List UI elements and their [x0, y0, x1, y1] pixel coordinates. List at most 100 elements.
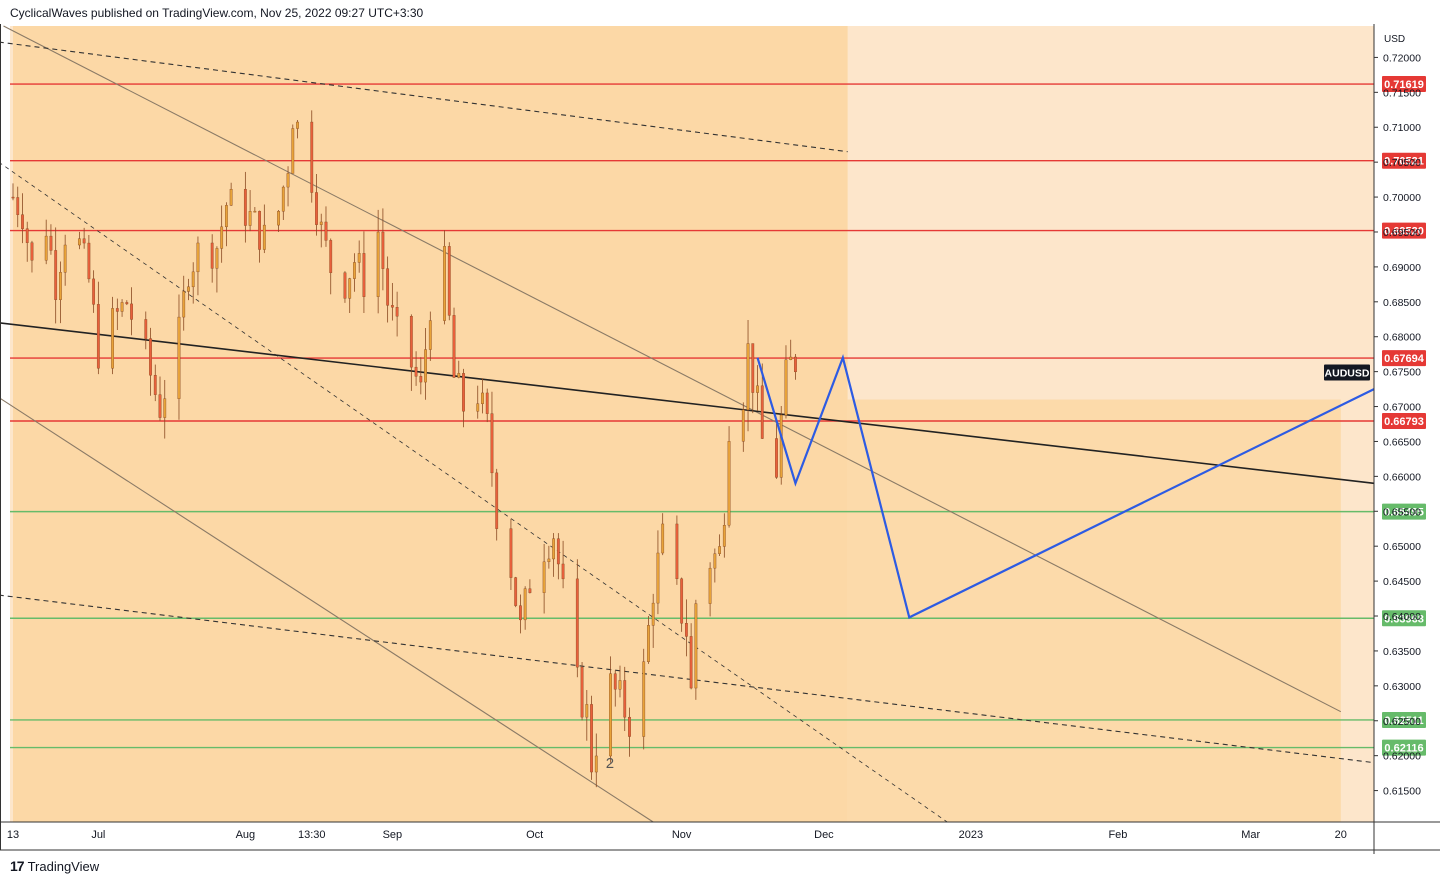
candle-body: [243, 188, 247, 226]
candle-body: [727, 441, 731, 526]
candle-body: [556, 538, 560, 565]
price-tick-label: 0.70000: [1383, 192, 1421, 204]
time-tick-label: Dec: [814, 829, 834, 841]
candle-body: [210, 242, 214, 269]
price-tag-label: 0.69520: [1384, 226, 1424, 238]
candle-body: [177, 316, 181, 399]
candle-body: [163, 398, 167, 418]
candle-body: [329, 240, 333, 273]
candle-body: [552, 538, 556, 560]
candle-body: [590, 704, 593, 773]
candle-body: [390, 305, 394, 308]
tradingview-logo[interactable]: 17: [10, 858, 25, 874]
price-tag-label: 0.71619: [1384, 79, 1424, 91]
price-tag-0.71619: [1382, 76, 1426, 93]
candle-body: [286, 173, 290, 188]
candle-body: [547, 558, 551, 563]
symbol-tag: [1324, 364, 1370, 381]
candle-body: [443, 246, 446, 321]
candle-body: [424, 349, 427, 383]
price-tag-label: 0.70521: [1384, 156, 1424, 168]
currency-label: USD: [1384, 34, 1405, 45]
price-tick-label: 0.68500: [1383, 297, 1421, 309]
candle-body: [229, 188, 233, 206]
symbol-tag-label: AUDUSD: [1325, 368, 1370, 380]
price-tick-label: 0.64500: [1383, 576, 1421, 588]
candle-body: [784, 359, 788, 416]
candle-body: [96, 304, 100, 369]
candle-body: [713, 553, 717, 569]
price-tick-label: 0.63000: [1383, 681, 1421, 693]
price-tick-label: 0.66000: [1383, 471, 1421, 483]
candle-body: [476, 403, 480, 412]
time-tick-label: Aug: [236, 829, 256, 841]
candle-body: [457, 373, 461, 378]
candle-body: [296, 121, 299, 129]
candle-body: [120, 302, 124, 312]
price-tag-0.63968: [1382, 610, 1426, 627]
candle-body: [258, 210, 261, 250]
price-tag-0.62116: [1382, 739, 1426, 756]
channel-line-4: [0, 162, 948, 823]
candle-body: [248, 211, 252, 226]
candle-body: [281, 186, 285, 212]
candle-body: [130, 303, 133, 320]
price-tag-label: 0.65495: [1384, 507, 1424, 519]
candle-body: [580, 666, 584, 718]
price-tag-0.65495: [1382, 503, 1426, 520]
price-tag-label: 0.63968: [1384, 613, 1424, 625]
candle-body: [54, 250, 58, 300]
candle-body: [613, 673, 617, 690]
candle-body: [495, 472, 499, 529]
candle-body: [125, 302, 129, 305]
price-tick-label: 0.66500: [1383, 436, 1421, 448]
candle-body: [187, 286, 190, 292]
channel-lines: [0, 25, 1375, 823]
price-tag-0.62511: [1382, 711, 1426, 728]
price-tag-label: 0.62116: [1384, 743, 1423, 755]
price-tick-label: 0.65000: [1383, 541, 1421, 553]
candle-body: [357, 253, 361, 263]
price-tag-0.67694: [1382, 350, 1426, 367]
price-tick-label: 0.65500: [1383, 506, 1421, 518]
candle-body: [16, 197, 20, 215]
price-tick-label: 0.71000: [1383, 122, 1421, 134]
price-tag-0.70521: [1382, 152, 1426, 169]
time-tick-label: 2023: [959, 829, 983, 841]
candle-body: [760, 385, 764, 439]
candle-body: [353, 262, 356, 279]
candle-body: [49, 235, 53, 251]
candle-body: [191, 271, 195, 288]
candle-body: [381, 231, 385, 269]
candles: [11, 110, 797, 788]
candle-body: [718, 546, 721, 554]
candle-body: [158, 394, 162, 418]
candle-body: [343, 272, 347, 299]
candle-body: [419, 376, 423, 383]
annotations: 2: [606, 755, 614, 772]
price-chart[interactable]: 2 0.71619 0.70521 0.69520 0.67694 0.66793 0.6…: [0, 24, 1440, 854]
candle-body: [642, 661, 646, 737]
time-tick-label: 13:30: [298, 829, 326, 841]
candle-body: [386, 268, 390, 306]
candle-body: [708, 567, 712, 604]
chart-area[interactable]: 2 0.71619 0.70521 0.69520 0.67694 0.66793 0.6…: [0, 24, 1440, 854]
candle-body: [779, 414, 783, 478]
price-axis: 0.71619 0.70521 0.69520 0.67694 0.66793 0.654…: [1324, 24, 1426, 854]
candle-body: [462, 373, 465, 412]
candle-body: [623, 680, 627, 718]
candle-body: [675, 523, 679, 580]
candle-body: [523, 588, 527, 621]
wave-label: 2: [606, 755, 614, 772]
candle-body: [575, 578, 579, 668]
candle-body: [414, 366, 418, 377]
time-tick-label: Nov: [672, 829, 692, 841]
candle-body: [722, 525, 726, 547]
candle-body: [319, 221, 323, 225]
candle-body: [215, 248, 219, 269]
candle-body: [348, 278, 352, 299]
tradingview-brand[interactable]: TradingView: [27, 858, 100, 874]
price-tag-label: 0.66793: [1384, 416, 1424, 428]
candle-body: [542, 561, 546, 593]
projection: [756, 354, 1375, 619]
